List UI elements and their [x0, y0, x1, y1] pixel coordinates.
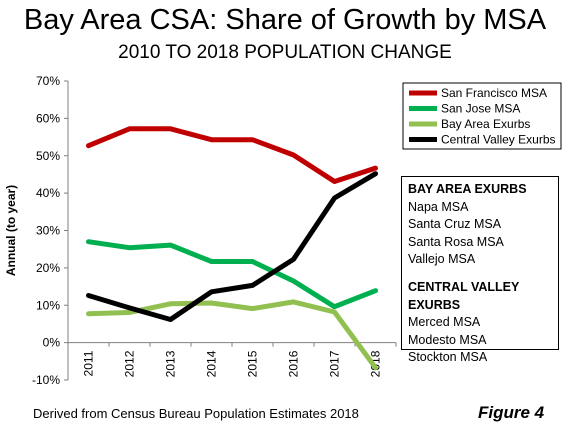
- y-tick-label: 30%: [36, 224, 60, 238]
- legend-label: Central Valley Exurbs: [441, 133, 556, 147]
- series-line-central-valley-exurbs: [86, 171, 378, 322]
- y-tick-label: 70%: [36, 74, 60, 88]
- bay-area-item: Santa Cruz MSA: [408, 217, 502, 232]
- notes-spacer: [408, 269, 552, 279]
- y-tick-label: -10%: [32, 373, 60, 387]
- series-line-san-francisco-msa: [86, 126, 378, 184]
- bay-area-item: Napa MSA: [408, 199, 469, 214]
- x-tick-label: 2014: [205, 350, 219, 377]
- figure-label: Figure 4: [478, 403, 545, 422]
- y-tick-label: 60%: [36, 111, 60, 125]
- y-tick-label: 0%: [43, 336, 61, 350]
- bay-area-item: Santa Rosa MSA: [408, 234, 504, 249]
- y-tick-label: 10%: [36, 298, 60, 312]
- series-line-san-jose-msa: [86, 239, 378, 310]
- x-tick-label: 2016: [287, 350, 301, 377]
- legend-label: San Jose MSA: [441, 102, 520, 116]
- x-tick-label: 2015: [246, 350, 260, 377]
- legend-label: San Francisco MSA: [441, 86, 547, 100]
- y-tick-label: 20%: [36, 261, 60, 275]
- y-axis-title: Annual (to year): [4, 185, 18, 276]
- x-tick-label: 2013: [164, 350, 178, 377]
- x-tick-label: 2017: [328, 350, 342, 377]
- msa-notes-box: BAY AREA EXURBS Napa MSA Santa Cruz MSA …: [401, 176, 559, 364]
- central-valley-item: Stockton MSA: [408, 350, 488, 365]
- bay-area-item: Vallejo MSA: [408, 252, 476, 267]
- legend-label: Bay Area Exurbs: [441, 117, 530, 131]
- x-tick-label: 2012: [123, 350, 137, 377]
- central-valley-item: Merced MSA: [408, 315, 481, 330]
- source-note: Derived from Census Bureau Population Es…: [33, 406, 359, 421]
- chart-title: Bay Area CSA: Share of Growth by MSA: [23, 4, 547, 36]
- central-valley-item: Modesto MSA: [408, 332, 487, 347]
- chart-subtitle: 2010 TO 2018 POPULATION CHANGE: [118, 42, 452, 63]
- central-valley-exurbs-heading: CENTRAL VALLEY EXURBS: [408, 279, 520, 312]
- bay-area-exurbs-heading: BAY AREA EXURBS: [408, 182, 527, 196]
- y-tick-label: 40%: [36, 186, 60, 200]
- y-tick-label: 50%: [36, 149, 60, 163]
- x-tick-label: 2011: [82, 350, 96, 376]
